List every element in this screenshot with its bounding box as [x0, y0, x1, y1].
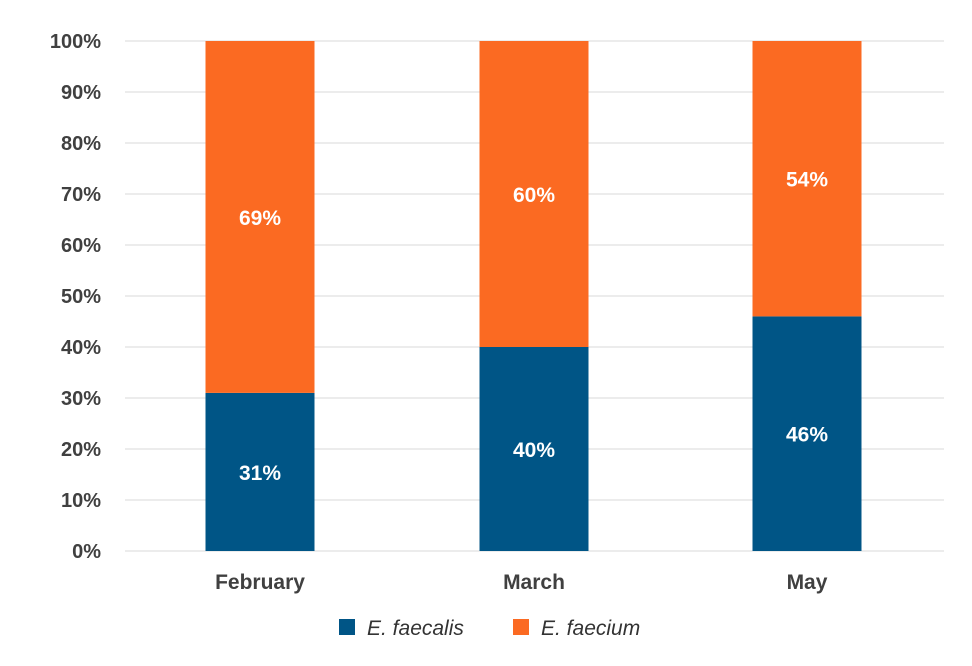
- data-label-e-faecalis-february: 31%: [239, 462, 281, 485]
- data-label-e-faecium-february: 69%: [239, 207, 281, 230]
- x-category-label: May: [787, 571, 828, 594]
- y-tick-label: 0%: [72, 541, 101, 563]
- legend-swatch: [513, 619, 529, 635]
- data-label-e-faecium-may: 54%: [786, 169, 828, 192]
- legend-swatch: [339, 619, 355, 635]
- data-labels: 31% 69% 40% 60% 46% 54%: [239, 169, 828, 485]
- y-axis-tick-labels: 0% 10% 20% 30% 40% 50% 60% 70% 80% 90% 100%: [50, 31, 101, 563]
- bars: [205, 41, 862, 551]
- x-category-label: February: [215, 571, 305, 594]
- y-tick-label: 40%: [61, 337, 101, 359]
- x-category-label: March: [503, 571, 565, 594]
- y-tick-label: 90%: [61, 82, 101, 104]
- y-tick-label: 100%: [50, 31, 101, 53]
- bar-e-faecalis-march: [479, 347, 589, 551]
- legend-label: E. faecalis: [367, 617, 464, 640]
- y-tick-label: 60%: [61, 235, 101, 257]
- bar-e-faecium-february: [205, 41, 315, 393]
- data-label-e-faecium-march: 60%: [513, 184, 555, 207]
- legend-label: E. faecium: [541, 617, 640, 640]
- data-label-e-faecalis-may: 46%: [786, 424, 828, 447]
- y-tick-label: 80%: [61, 133, 101, 155]
- y-tick-label: 70%: [61, 184, 101, 206]
- bar-e-faecium-march: [479, 41, 589, 347]
- bar-e-faecalis-february: [205, 392, 315, 551]
- legend: E. faecalis E. faecium: [339, 617, 640, 640]
- y-tick-label: 20%: [61, 439, 101, 461]
- y-tick-label: 10%: [61, 490, 101, 512]
- y-tick-label: 50%: [61, 286, 101, 308]
- bar-e-faecium-may: [752, 41, 862, 317]
- y-tick-label: 30%: [61, 388, 101, 410]
- x-axis-category-labels: February March May: [215, 571, 828, 594]
- data-label-e-faecalis-march: 40%: [513, 439, 555, 462]
- bar-e-faecalis-may: [752, 316, 862, 551]
